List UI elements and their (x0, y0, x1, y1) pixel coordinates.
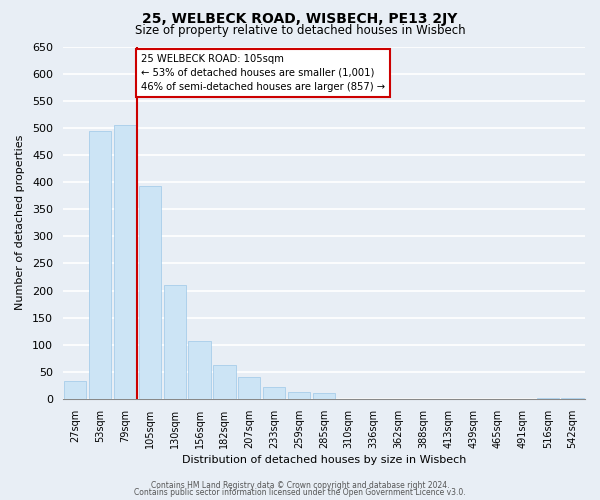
Bar (89, 130, 111, 399)
Bar (313, 393, 335, 399)
X-axis label: Distribution of detached houses by size in Wisbech: Distribution of detached houses by size … (182, 455, 466, 465)
Text: 25, WELBECK ROAD, WISBECH, PE13 2JY: 25, WELBECK ROAD, WISBECH, PE13 2JY (142, 12, 458, 26)
Text: Contains HM Land Registry data © Crown copyright and database right 2024.: Contains HM Land Registry data © Crown c… (151, 480, 449, 490)
Bar (64, 381, 86, 399)
Bar (263, 387, 286, 399)
Bar (164, 285, 186, 399)
Y-axis label: Number of detached properties: Number of detached properties (15, 135, 25, 310)
Bar (213, 366, 236, 399)
Bar (139, 186, 161, 399)
Bar (562, 398, 584, 399)
Bar (188, 341, 211, 399)
Text: 25 WELBECK ROAD: 105sqm
← 53% of detached houses are smaller (1,001)
46% of semi: 25 WELBECK ROAD: 105sqm ← 53% of detache… (141, 54, 385, 92)
Bar (238, 378, 260, 399)
Text: Contains public sector information licensed under the Open Government Licence v3: Contains public sector information licen… (134, 488, 466, 497)
Bar (288, 392, 310, 399)
Text: Size of property relative to detached houses in Wisbech: Size of property relative to detached ho… (134, 24, 466, 37)
Bar (114, 125, 136, 399)
Bar (536, 398, 559, 399)
